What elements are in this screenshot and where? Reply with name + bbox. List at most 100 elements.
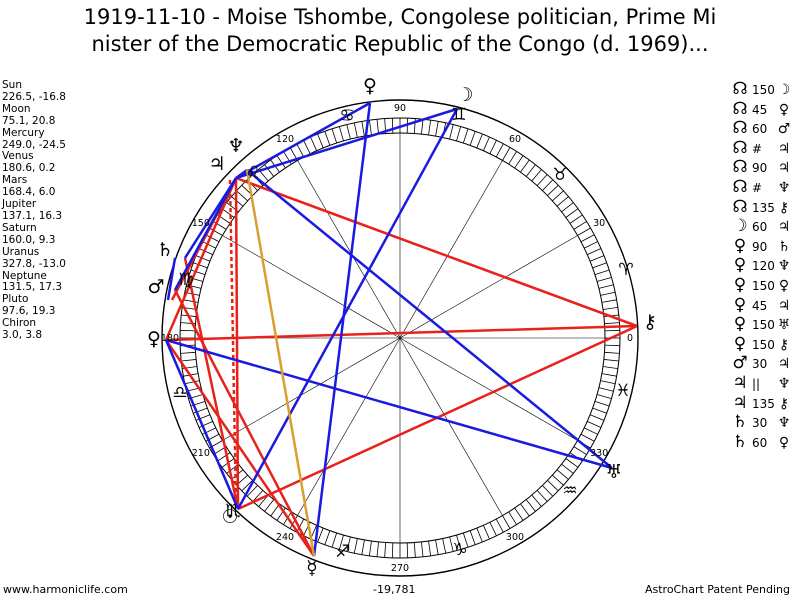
aspect-row: ☊ 90 ♃ (728, 158, 792, 178)
aspect-planet-2: ☽ (777, 82, 791, 98)
degree-tick (489, 522, 497, 536)
degree-tick (456, 126, 462, 142)
degree-tick (547, 184, 559, 196)
degree-tick (520, 159, 530, 173)
degree-label: 210 (192, 448, 210, 459)
degree-tick (338, 534, 344, 550)
aspect-planet-1: ☊ (732, 118, 748, 139)
degree-tick (552, 474, 564, 486)
aspect-row: ☊ 45 ♀ (728, 99, 792, 120)
aspect-planet-2: ♀ (778, 434, 790, 451)
degree-tick (270, 503, 280, 517)
aquarius-icon: ♒ (562, 481, 577, 501)
degree-tick (209, 227, 223, 236)
aspect-angle: 30 (752, 357, 768, 372)
aspect-angle: 120 (752, 259, 775, 274)
degree-tick (469, 530, 476, 545)
planet-name: Saturn (2, 221, 37, 234)
degree-tick (198, 421, 213, 428)
degree-tick (483, 525, 490, 540)
degree-tick (353, 122, 358, 138)
planet-name: Jupiter (2, 198, 37, 211)
aspect-angle: # (752, 180, 763, 195)
aspect-planet-2: ♃ (777, 219, 791, 236)
libra-icon: ♎ (172, 383, 187, 403)
planet-name: Mercury (2, 126, 45, 139)
sun-icon: ☉ (221, 506, 238, 528)
aspect-line (164, 177, 238, 341)
degree-tick (184, 380, 200, 385)
degree-label: 300 (506, 532, 524, 543)
degree-tick (483, 136, 490, 151)
venus-icon: ♀ (363, 75, 377, 97)
degree-tick (331, 532, 338, 548)
aspect-angle: 90 (752, 239, 768, 254)
planet-coords: 131.5, 17.3 (2, 281, 63, 294)
spoke-line (399, 337, 503, 516)
planet-name: Chiron (2, 317, 37, 330)
aspect-line (165, 338, 613, 470)
degree-tick (205, 234, 220, 243)
degree-tick (435, 539, 439, 555)
uranus-icon: ♅ (605, 461, 622, 483)
degree-tick (565, 208, 579, 218)
aspect-planet-2: ♃ (777, 160, 791, 177)
aspect-angle: 45 (752, 298, 768, 313)
aspect-planet-2: ♅ (777, 317, 791, 334)
degree-tick (190, 269, 206, 276)
venus-icon: ♀ (147, 328, 161, 350)
degree-tick (331, 128, 338, 144)
degree-tick (276, 155, 286, 169)
aspect-planet-1: ♀ (733, 274, 747, 295)
degree-tick (246, 485, 258, 497)
aspect-line (164, 339, 240, 510)
degree-tick (592, 262, 607, 269)
aspect-line (235, 176, 638, 328)
degree-tick (317, 133, 324, 149)
degree-label: 270 (391, 563, 409, 574)
aspect-angle: # (752, 141, 763, 156)
spoke-line (399, 235, 578, 339)
degree-tick (421, 541, 424, 557)
degree-tick (495, 518, 504, 533)
aspect-row: ♂ 30 ♃ (728, 354, 792, 374)
scorpio-icon: ♏ (225, 501, 240, 521)
aspect-planet-2: ♃ (777, 140, 791, 157)
leo-icon: ♌ (245, 163, 260, 183)
aspect-planet-2: ♆ (777, 375, 791, 392)
degree-tick (368, 540, 372, 556)
degree-tick (589, 255, 605, 262)
neptune-icon: ♆ (227, 135, 244, 157)
degree-tick (413, 542, 416, 558)
aspect-angle: 150 (752, 83, 775, 97)
aspect-planet-1: ♃ (732, 372, 748, 393)
degree-label: 240 (276, 532, 294, 543)
aspect-line (166, 257, 177, 301)
degree-tick (346, 536, 351, 552)
aspect-row: ♀ 120 ♆ (728, 256, 792, 276)
degree-tick (603, 359, 619, 362)
degree-tick (181, 359, 197, 362)
mercury-icon: ☿ (306, 557, 318, 579)
degree-tick (421, 119, 424, 135)
spoke-line (297, 337, 401, 516)
spoke-line (222, 337, 401, 441)
aspect-planet-2: ♆ (777, 415, 791, 432)
degree-tick (594, 269, 610, 276)
degree-tick (531, 169, 542, 182)
aspect-row: ♀ 150 ♀ (728, 276, 792, 296)
degree-tick (391, 542, 394, 558)
degree-tick (435, 121, 439, 137)
aspect-angle: 60 (752, 435, 768, 450)
aspect-planet-2: ♄ (777, 238, 791, 255)
planet-coords: 226.5, -16.8 (2, 90, 66, 103)
aspect-row: ☊ 135 ⚷ (728, 197, 792, 218)
planet-coords: 160.0, 9.3 (2, 233, 56, 246)
aspect-planet-1: ♀ (733, 235, 747, 256)
cancer-icon: ♋ (339, 106, 354, 126)
website-link[interactable]: www.harmoniclife.com (3, 583, 128, 596)
gemini-icon: ♊ (451, 105, 466, 125)
aspect-line (234, 177, 240, 510)
aspect-planet-2: ♀ (778, 277, 790, 294)
chart-title: 1919-11-10 - Moise Tshombe, Congolese po… (0, 4, 800, 58)
